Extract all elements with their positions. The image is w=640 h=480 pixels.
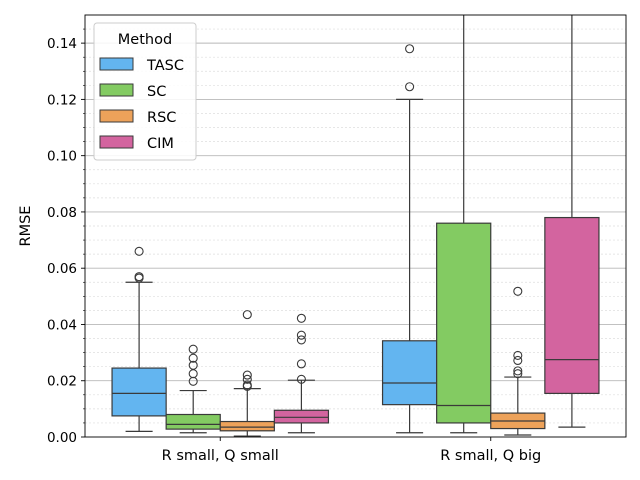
box [544, 216, 600, 394]
legend-swatch-tasc [99, 57, 134, 71]
y-tick-label: 0.10 [47, 149, 77, 165]
box-tasc-2 [381, 44, 438, 434]
flier [134, 246, 144, 256]
box-rsc-1 [219, 310, 275, 437]
flier [242, 380, 252, 390]
y-tick-label: 0.04 [47, 317, 77, 333]
y-axis: 0.00 0.02 0.04 0.06 0.08 0.10 0.12 0.14 [47, 28, 85, 446]
legend: Method TASC SC RSC CIM [93, 22, 197, 161]
flier [134, 272, 144, 282]
legend-swatch-cim [99, 135, 134, 149]
box [219, 420, 275, 432]
legend-swatch-rsc [99, 109, 134, 123]
y-tick-label: 0.06 [47, 261, 77, 277]
box-plots [111, 15, 600, 437]
legend-label-tasc: TASC [146, 58, 184, 74]
x-tick-label: R small, Q big [440, 448, 541, 464]
y-axis-label: RMSE [18, 206, 34, 247]
box-sc-1 [165, 344, 221, 434]
legend-box [93, 22, 197, 161]
box [436, 222, 492, 424]
flier [188, 360, 198, 370]
box [165, 413, 221, 430]
y-tick-label: 0.14 [47, 36, 77, 52]
legend-label-sc: SC [147, 84, 166, 100]
flier [242, 370, 252, 380]
y-tick-label: 0.12 [47, 92, 77, 108]
legend-label-rsc: RSC [147, 110, 176, 126]
flier [296, 374, 306, 384]
y-tick-label: 0.08 [47, 205, 77, 221]
box-tasc-1 [111, 246, 167, 432]
flier [188, 369, 198, 379]
flier [296, 330, 306, 340]
x-tick-label: R small, Q small [162, 448, 279, 464]
flier [513, 286, 523, 296]
y-tick-label: 0.02 [47, 374, 77, 390]
box [111, 367, 167, 417]
box-rsc-2 [490, 286, 546, 436]
flier [513, 369, 523, 379]
flier [188, 376, 198, 386]
flier [188, 344, 198, 354]
x-axis: R small, Q small R small, Q big [162, 437, 541, 464]
flier [513, 355, 523, 366]
box-sc-2 [436, 15, 492, 434]
legend-swatch-sc [99, 83, 134, 97]
flier [296, 359, 306, 369]
y-tick-label: 0.00 [47, 430, 77, 446]
legend-label-cim: CIM [147, 136, 174, 152]
flier [188, 353, 198, 363]
flier [242, 310, 252, 320]
legend-title: Method [118, 32, 172, 48]
flier [513, 350, 523, 360]
box [273, 409, 330, 424]
flier [296, 313, 306, 323]
box-cim-1 [273, 313, 330, 434]
flier [242, 374, 252, 384]
flier [405, 82, 415, 92]
box [381, 340, 438, 406]
flier [296, 335, 306, 345]
box-cim-2 [544, 15, 600, 428]
flier [405, 44, 415, 54]
flier [513, 366, 523, 376]
